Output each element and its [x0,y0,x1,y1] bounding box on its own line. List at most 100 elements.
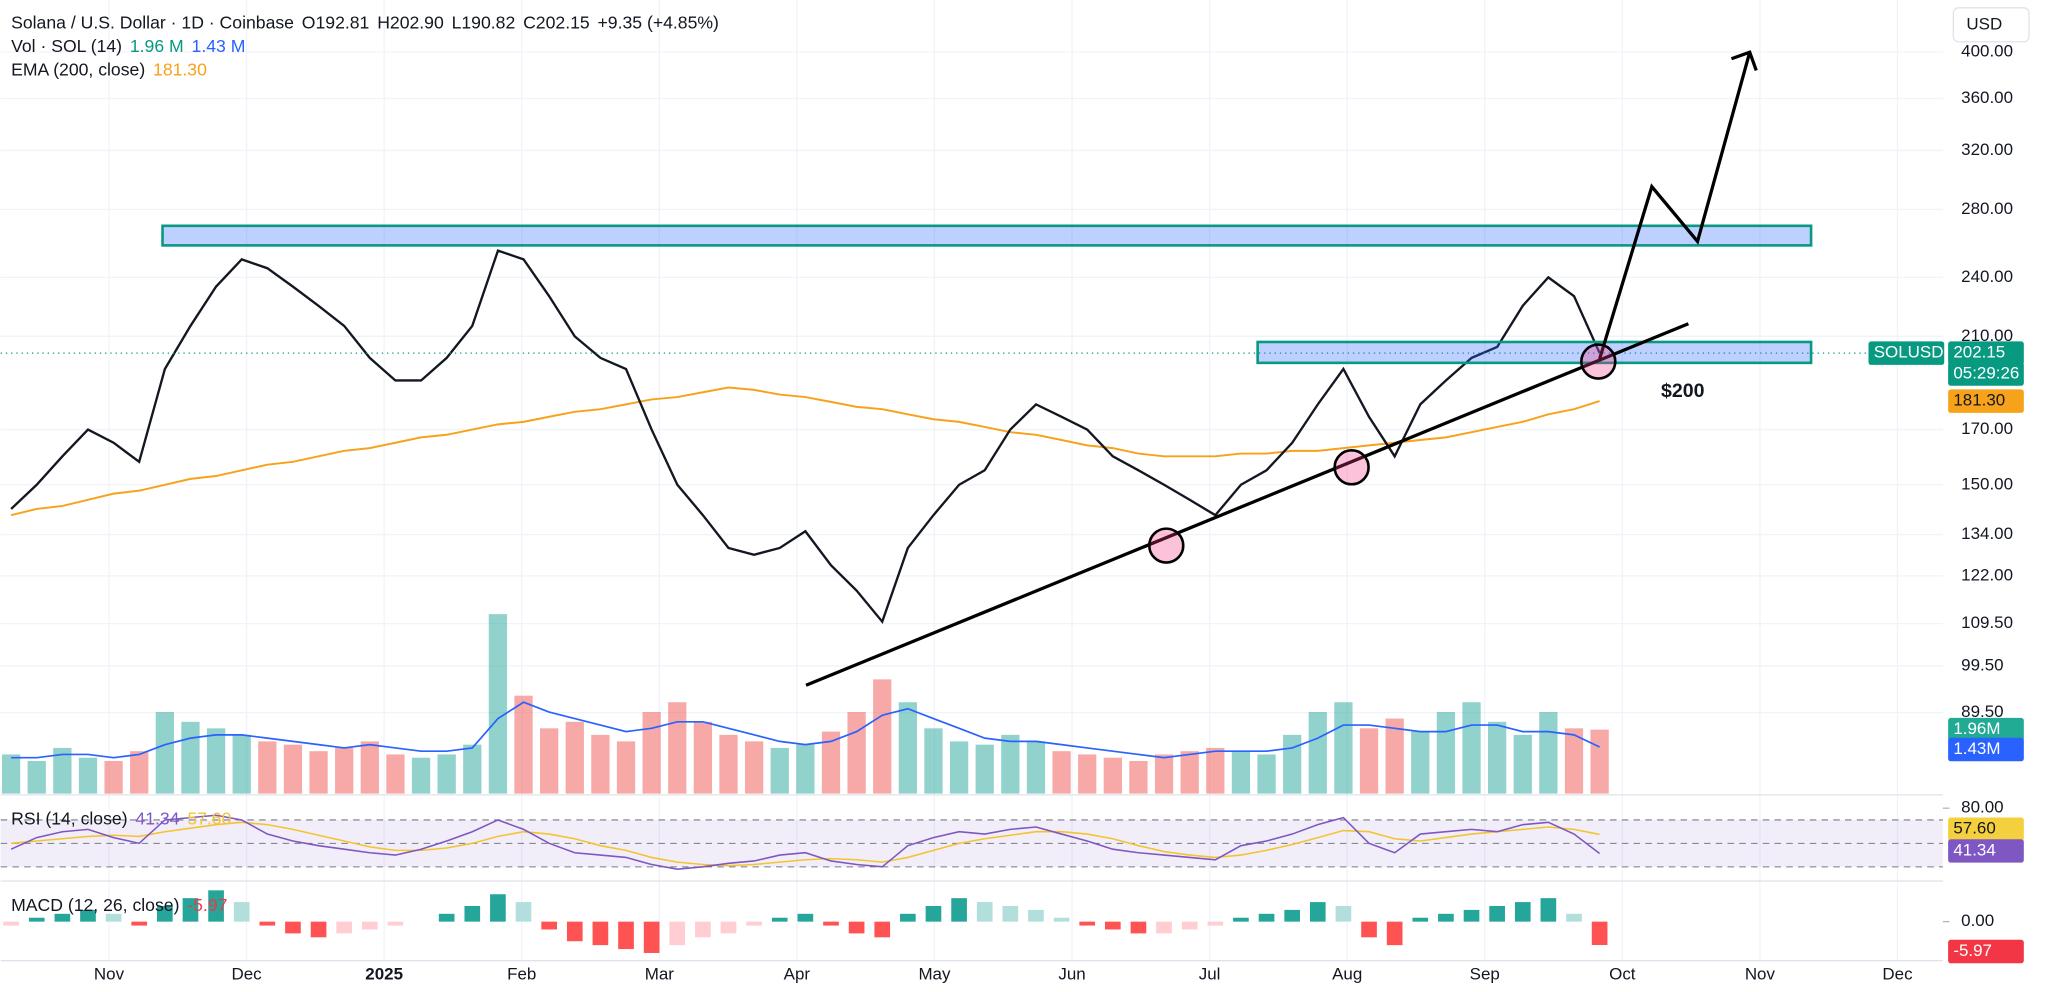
x-tick-label: Dec [1882,965,1913,984]
rsi-value: 41.34 [135,808,179,828]
macd-bar [387,921,404,926]
macd-bar [285,921,301,934]
macd-bar [925,905,942,922]
macd-bar [1309,902,1326,922]
macd-legend: MACD (12, 26, close) -5.97 [11,895,227,915]
macd-bar [1335,905,1352,922]
macd-bar [1207,921,1224,926]
macd-bar [1412,917,1429,922]
vol-value: 1.96 M [130,36,184,56]
macd-bar [695,921,711,938]
macd-bar [720,921,737,934]
macd-bar [1079,921,1096,926]
volume-bar [1564,728,1584,794]
badge [1948,817,2024,842]
macd-bar [1540,898,1557,922]
volume-bar [1129,760,1148,794]
ema-value: 181.30 [153,59,207,79]
volume-bar [27,760,46,794]
macd-bar [515,902,532,922]
symbol-title: Solana / U.S. Dollar · 1D · Coinbase O192… [11,12,719,32]
volume-bar [283,744,303,794]
badge [1948,389,2024,413]
volume-bar [642,712,661,794]
rsi-legend: RSI (14, close) 41.34 57.60 [11,808,231,828]
badge-label: 202.15 [1953,343,2005,362]
volume-bar [1026,741,1046,794]
macd-bar [1156,921,1172,934]
macd-bar [874,921,891,938]
annotation: $200 [1661,380,1705,402]
volume-bar [360,741,379,794]
volume-ma-line [11,701,1600,759]
x-tick-label: Apr [784,965,811,984]
trend-line [805,322,1689,687]
macd-bar [1028,909,1044,922]
badge-label: 57.60 [1953,819,1995,838]
rsi-ma: 57.60 [187,808,231,828]
macd-bar [1514,902,1531,922]
y-tick-label: 0.00 [1961,911,1994,930]
title: Solana / U.S. Dollar · 1D · Coinbase [11,12,294,32]
volume-bar [719,734,738,794]
macd-bar [976,902,993,922]
touch-circle [1580,343,1617,380]
ohlc: O192.81 [302,12,370,32]
volume-bar [1052,751,1071,794]
drawings: $200 [161,50,1813,687]
volume-bar [437,754,456,794]
volume-bar [130,751,149,794]
y-tick-label: 210.00 [1961,326,2013,345]
macd-bar [541,921,557,930]
y-tick-label: 150.00 [1961,474,2013,493]
volume-bar [1385,718,1404,794]
y-tick-label: 134.00 [1961,524,2013,543]
volume-bar [1,754,21,794]
volume-bar [514,695,533,794]
macd-bar [1181,921,1198,930]
volume-bar [1001,734,1020,794]
x-tick-label: May [918,965,951,984]
currency[interactable]: USD [1966,14,2002,33]
macd-bar [1104,921,1121,930]
volume-bar [1436,712,1456,794]
y-tick-label: 109.50 [1961,613,2013,632]
x-tick-label: Nov [94,965,125,984]
y-tick-label: 280.00 [1961,199,2013,218]
macd-bar [618,921,634,950]
volume-bar [565,721,584,794]
ema-line [10,386,1600,517]
macd-value: -5.97 [187,895,227,915]
x-tick-label: Jul [1199,965,1221,984]
ohlc: C202.15 [523,12,590,32]
badge [1948,341,2024,365]
volume-bar [616,741,636,794]
button-frame[interactable] [1952,7,2030,43]
rsi-ma-line [11,821,1600,867]
y-tick-label: 400.00 [1961,41,2013,60]
macd-bar [592,921,609,946]
volume-bar [591,734,610,794]
volume-bar [975,744,994,794]
volume-bar [1359,728,1379,794]
macd-bar [797,913,814,922]
macd-bar [3,921,19,926]
macd-bar [1489,905,1505,922]
macd-bar [336,921,353,934]
x-tick-label: Feb [507,965,536,984]
volume-bar [540,728,559,794]
volume-bar [488,614,508,794]
badge [1948,717,2024,742]
currency-button[interactable]: USD [1952,7,2030,43]
badge-label: 41.34 [1953,840,1995,859]
macd-bar [1002,905,1019,922]
y-tick-label: 170.00 [1961,419,2013,438]
badge [1948,839,2024,863]
badge-label: 1.96M [1953,719,2000,738]
ohlc: H202.90 [377,12,444,32]
volume-bar [770,747,789,794]
volume-bar [847,712,866,794]
ema-name: EMA (200, close) [11,59,145,79]
